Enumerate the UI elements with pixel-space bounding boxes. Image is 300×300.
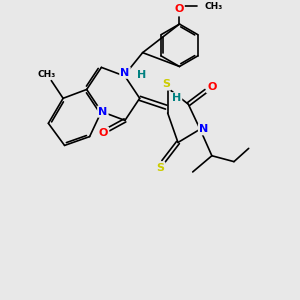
- Text: O: O: [99, 128, 108, 138]
- Text: N: N: [98, 106, 107, 117]
- Text: CH₃: CH₃: [205, 2, 223, 11]
- Text: O: O: [174, 4, 184, 14]
- Text: H: H: [136, 70, 146, 80]
- Text: S: S: [156, 163, 164, 172]
- Text: N: N: [120, 68, 130, 78]
- Text: H: H: [172, 93, 181, 103]
- Text: N: N: [199, 124, 208, 134]
- Text: O: O: [207, 82, 217, 92]
- Text: CH₃: CH₃: [38, 70, 56, 79]
- Text: S: S: [162, 80, 170, 89]
